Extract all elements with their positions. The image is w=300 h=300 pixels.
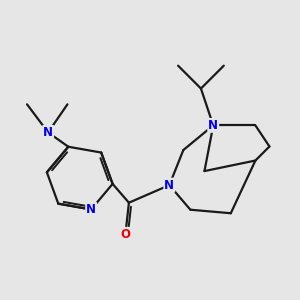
Text: N: N — [86, 203, 96, 216]
Text: N: N — [43, 126, 53, 139]
Text: N: N — [208, 119, 218, 132]
Text: N: N — [164, 178, 174, 192]
Text: O: O — [120, 228, 130, 241]
